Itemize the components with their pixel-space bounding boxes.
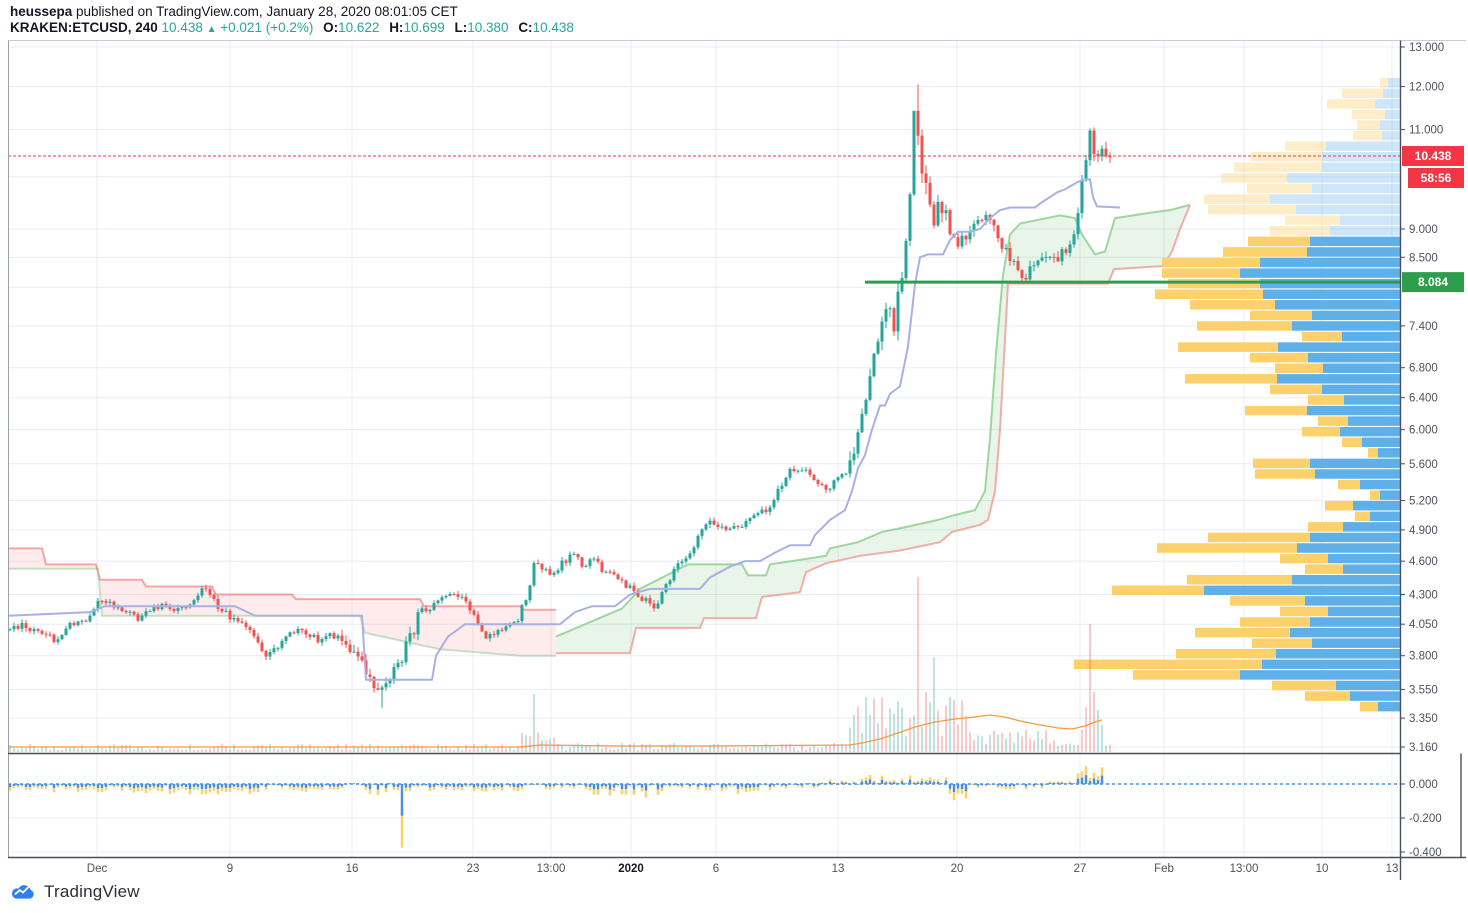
price-lines [8, 155, 1400, 284]
publish-info: heussepa published on TradingView.com, J… [10, 3, 574, 20]
svg-text:-0.200: -0.200 [1409, 813, 1442, 825]
tradingview-logo-text: TradingView [44, 882, 140, 901]
svg-text:8.084: 8.084 [1418, 275, 1448, 289]
low-value: 10.380 [467, 20, 509, 35]
low-label: L: [454, 20, 468, 35]
svg-text:6.000: 6.000 [1409, 425, 1438, 437]
svg-text:4.900: 4.900 [1409, 525, 1438, 537]
svg-text:3.350: 3.350 [1409, 713, 1438, 725]
time-axis-label: 2020 [618, 863, 644, 875]
svg-text:4.050: 4.050 [1409, 619, 1438, 631]
open-value: 10.622 [338, 20, 380, 35]
svg-text:58:56: 58:56 [1421, 171, 1452, 185]
time-axis-label: Feb [1154, 863, 1174, 875]
price-scale[interactable]: 13.000 12.000 11.000 9.000 8.500 7.400 6.800 6.… [1400, 42, 1464, 859]
last-price-value: 10.438 [161, 20, 203, 35]
time-axis-label: 6 [713, 863, 719, 875]
svg-text:10.438: 10.438 [1415, 149, 1452, 163]
time-axis-label: 10 [1316, 863, 1329, 875]
time-axis-label: 13:00 [537, 863, 566, 875]
svg-text:6.400: 6.400 [1409, 393, 1438, 405]
time-axis-label: 27 [1074, 863, 1087, 875]
support-price-tag [1402, 272, 1464, 293]
svg-text:5.200: 5.200 [1409, 495, 1438, 507]
tradingview-attribution[interactable]: TradingView [10, 882, 140, 902]
time-axis-label: 13 [832, 863, 845, 875]
last-price-tag [1402, 146, 1464, 166]
change-up-arrow-icon: ▲ [206, 24, 217, 35]
high-label: H: [389, 20, 404, 35]
time-axis-label: 9 [227, 863, 233, 875]
publish-text: published on TradingView.com, January 28… [72, 4, 458, 19]
countdown-tag [1408, 168, 1464, 188]
svg-text:6.800: 6.800 [1409, 363, 1438, 375]
svg-text:3.160: 3.160 [1409, 742, 1438, 754]
author-name: heussepa [10, 4, 73, 19]
ichimoku-clouds [8, 203, 1191, 657]
svg-text:13.000: 13.000 [1409, 42, 1444, 54]
time-axis-label: 13 [1386, 863, 1399, 875]
svg-text:7.400: 7.400 [1409, 321, 1438, 333]
close-label: C: [518, 20, 533, 35]
svg-text:8.500: 8.500 [1409, 252, 1438, 264]
pane-borders [8, 40, 1466, 880]
time-axis-label: 20 [951, 863, 964, 875]
close-value: 10.438 [532, 20, 574, 35]
kijun-line [7, 178, 1121, 681]
svg-text:12.000: 12.000 [1409, 82, 1444, 94]
svg-text:5.600: 5.600 [1409, 459, 1438, 471]
svg-text:4.300: 4.300 [1409, 590, 1438, 602]
high-value: 10.699 [403, 20, 445, 35]
grid-lines [8, 41, 1400, 858]
svg-text:-0.400: -0.400 [1409, 847, 1442, 859]
volume-bars [8, 577, 1111, 752]
volume-profile [1074, 78, 1400, 712]
svg-text:11.000: 11.000 [1409, 125, 1443, 137]
change-value: +0.021 (+0.2%) [220, 20, 314, 35]
time-scale[interactable]: Dec 9 16 23 13:00 2020 6 13 20 27 Feb 13:00 10 13 [87, 863, 1399, 875]
time-axis-label: 13:00 [1230, 863, 1259, 875]
time-axis-label: 23 [467, 863, 480, 875]
svg-text:3.550: 3.550 [1409, 684, 1438, 696]
symbol-interval-label[interactable]: KRAKEN:ETCUSD, 240 [10, 20, 158, 35]
chart-header: heussepa published on TradingView.com, J… [10, 3, 574, 38]
time-axis-label: Dec [87, 863, 108, 875]
delta-histogram-pane[interactable] [8, 766, 1400, 848]
time-axis-label: 16 [346, 863, 359, 875]
svg-text:0.000: 0.000 [1409, 779, 1438, 791]
tradingview-cloud-icon [11, 884, 34, 899]
candlestick-series[interactable] [8, 84, 1112, 708]
svg-text:9.000: 9.000 [1409, 224, 1438, 236]
open-label: O: [323, 20, 339, 35]
symbol-legend[interactable]: KRAKEN:ETCUSD, 240 10.438 ▲ +0.021 (+0.2… [10, 20, 574, 38]
svg-text:3.800: 3.800 [1409, 651, 1438, 663]
svg-text:4.600: 4.600 [1409, 556, 1438, 568]
